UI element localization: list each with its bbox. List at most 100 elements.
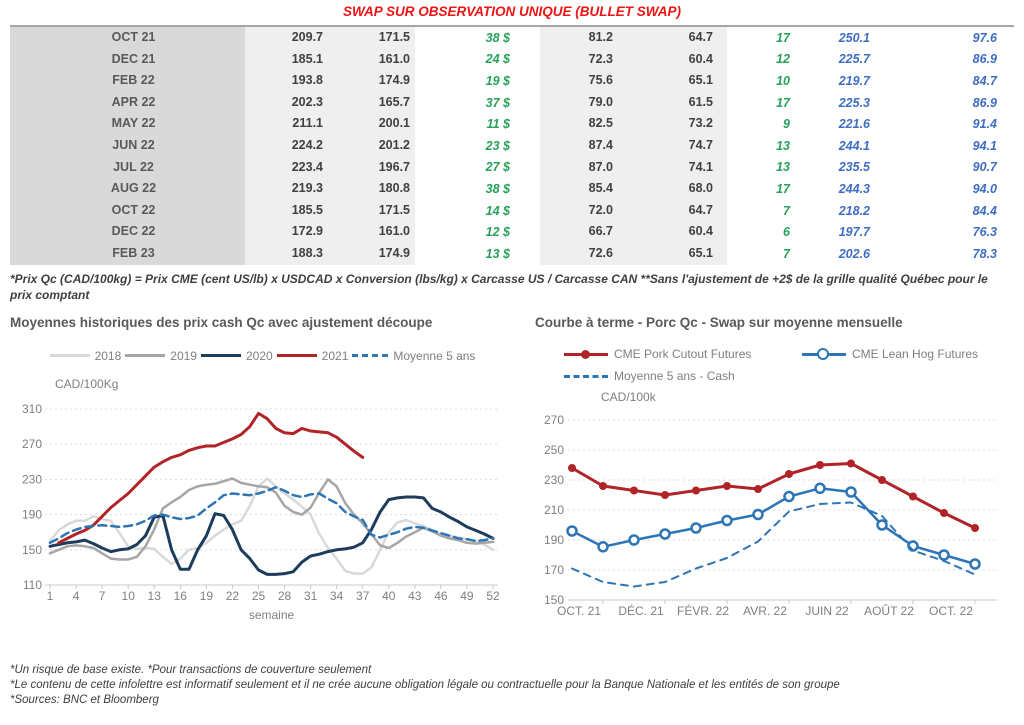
table-cell: 24 $ xyxy=(485,52,510,67)
table-cell: 74.7 xyxy=(620,134,727,157)
table-cell-month: JUL 22 xyxy=(10,156,245,179)
table-cell: 12 $ xyxy=(485,225,510,240)
legend-item: Moyenne 5 ans - Cash xyxy=(564,367,802,386)
table-cell: 85.4 xyxy=(540,178,620,200)
table-row: FEB 23 188.3 174.9 13 $ 72.6 65.1 7 202.6 78.3 xyxy=(10,242,1014,265)
series-line xyxy=(570,461,977,530)
table-row: DEC 21 185.1 161.0 24 $ 72.3 60.4 12 225.7 86.9 xyxy=(10,48,1014,71)
right-chart-legend: CME Pork Cutout Futures CME Lean Hog Futu… xyxy=(564,345,1024,386)
table-cell: 81.2 xyxy=(540,27,620,49)
table-cell: 75.6 xyxy=(540,70,620,92)
table-cell: 7 xyxy=(783,246,790,261)
x-tick-label: 43 xyxy=(408,589,422,603)
table-row: APR 22 202.3 165.7 37 $ 79.0 61.5 17 225.3 86.9 xyxy=(10,91,1014,114)
x-tick-label: AVR. 22 xyxy=(743,604,787,618)
table-cell: 188.3 xyxy=(245,242,330,265)
table-cell-month: APR 22 xyxy=(10,91,245,114)
table-cell: 223.4 xyxy=(245,156,330,179)
legend-label: CME Pork Cutout Futures xyxy=(614,347,752,362)
x-tick-label: 40 xyxy=(382,589,396,603)
left-chart-title: Moyennes historiques des prix cash Qc av… xyxy=(10,314,433,330)
legend-label: CME Lean Hog Futures xyxy=(852,347,979,362)
table-cell: 235.5 xyxy=(838,160,870,175)
table-cell: 38 $ xyxy=(485,181,510,196)
table-cell: 13 xyxy=(776,160,790,175)
table-cell: 174.9 xyxy=(330,70,415,92)
legend-label: 2018 xyxy=(94,348,122,363)
data-point-marker xyxy=(752,508,764,520)
y-tick-label: 250 xyxy=(544,443,564,457)
table-row: OCT 21 209.7 171.5 38 $ 81.2 64.7 17 250.1 97.6 xyxy=(10,27,1014,49)
table-cell-month: AUG 22 xyxy=(10,178,245,200)
x-tick-label: 31 xyxy=(304,589,318,603)
footer-line: *Sources: BNC et Bloomberg xyxy=(10,693,159,706)
y-tick-label: 150 xyxy=(22,542,42,556)
x-tick-label: 13 xyxy=(148,589,162,603)
y-tick-label: 310 xyxy=(22,402,42,416)
table-cell: 97.6 xyxy=(972,30,997,45)
series-line xyxy=(48,485,495,544)
forward-curve-line-chart: 150 170 190 210 230 250 270 OCT. 21 DÉC. 21 FÉVR.… xyxy=(544,413,997,618)
table-cell: 225.7 xyxy=(838,52,870,67)
legend-label: 2020 xyxy=(245,348,273,363)
data-point-marker xyxy=(721,514,733,526)
table-cell: 72.3 xyxy=(540,48,620,71)
x-tick-label: 19 xyxy=(200,589,214,603)
legend-label: 2019 xyxy=(170,348,197,363)
table-cell: 9 xyxy=(783,117,790,132)
x-tick-label: 4 xyxy=(73,589,80,603)
x-tick-label: 52 xyxy=(486,589,500,603)
data-point-marker xyxy=(971,523,979,532)
data-point-marker xyxy=(692,486,700,495)
x-tick-label: 16 xyxy=(174,589,188,603)
y-tick-label: 170 xyxy=(544,563,564,577)
series-line xyxy=(48,495,495,576)
x-tick-label: 49 xyxy=(460,589,474,603)
data-point-marker xyxy=(659,527,671,540)
table-cell: 171.5 xyxy=(330,27,415,49)
x-tick-label: 22 xyxy=(226,589,240,603)
left-chart-unit-label: CAD/100Kg xyxy=(55,376,119,391)
data-point-marker xyxy=(661,490,669,499)
x-tick-label: JUIN 22 xyxy=(805,604,849,618)
table-cell: 87.0 xyxy=(540,156,620,179)
table-cell: 13 xyxy=(776,138,790,153)
legend-label: Moyenne 5 ans - Cash xyxy=(614,369,735,384)
table-cell: 61.5 xyxy=(620,91,727,114)
x-tick-label: 28 xyxy=(278,589,292,603)
table-cell: 197.7 xyxy=(838,225,870,240)
table-cell: 161.0 xyxy=(330,221,415,243)
x-tick-label: 46 xyxy=(434,589,448,603)
y-tick-label: 190 xyxy=(544,533,564,547)
table-cell: 84.7 xyxy=(972,73,997,88)
legend-item: 2018 xyxy=(49,348,122,363)
data-point-marker xyxy=(599,481,607,490)
legend-line-ring-swatch xyxy=(802,348,846,361)
series-line xyxy=(571,501,976,588)
data-point-marker xyxy=(630,486,638,495)
table-cell: 161.0 xyxy=(330,48,415,71)
x-tick-label: 25 xyxy=(252,589,266,603)
legend-item: CME Lean Hog Futures xyxy=(802,345,1024,364)
table-cell: 244.1 xyxy=(838,138,870,153)
table-cell: 201.2 xyxy=(330,134,415,157)
table-cell: 209.7 xyxy=(245,27,330,49)
legend-line-swatch xyxy=(125,354,166,358)
table-cell: 174.9 xyxy=(330,242,415,265)
footer-notes: *Un risque de base existe. *Pour transac… xyxy=(10,663,1024,708)
table-cell: 185.5 xyxy=(245,199,330,222)
table-cell: 17 xyxy=(776,30,790,45)
data-point-marker xyxy=(690,521,702,534)
table-cell: 202.3 xyxy=(245,91,330,114)
legend-line-swatch xyxy=(200,354,241,358)
table-cell: 72.0 xyxy=(540,199,620,222)
table-cell: 23 $ xyxy=(485,138,510,153)
table-cell: 82.5 xyxy=(540,113,620,135)
table-row: AUG 22 219.3 180.8 38 $ 85.4 68.0 17 244.3 94.0 xyxy=(10,178,1014,200)
data-point-marker xyxy=(597,540,609,553)
data-point-marker xyxy=(847,459,855,468)
table-cell: 17 xyxy=(776,95,790,110)
table-cell: 171.5 xyxy=(330,199,415,222)
y-tick-label: 190 xyxy=(22,507,42,521)
data-point-marker xyxy=(814,482,826,494)
